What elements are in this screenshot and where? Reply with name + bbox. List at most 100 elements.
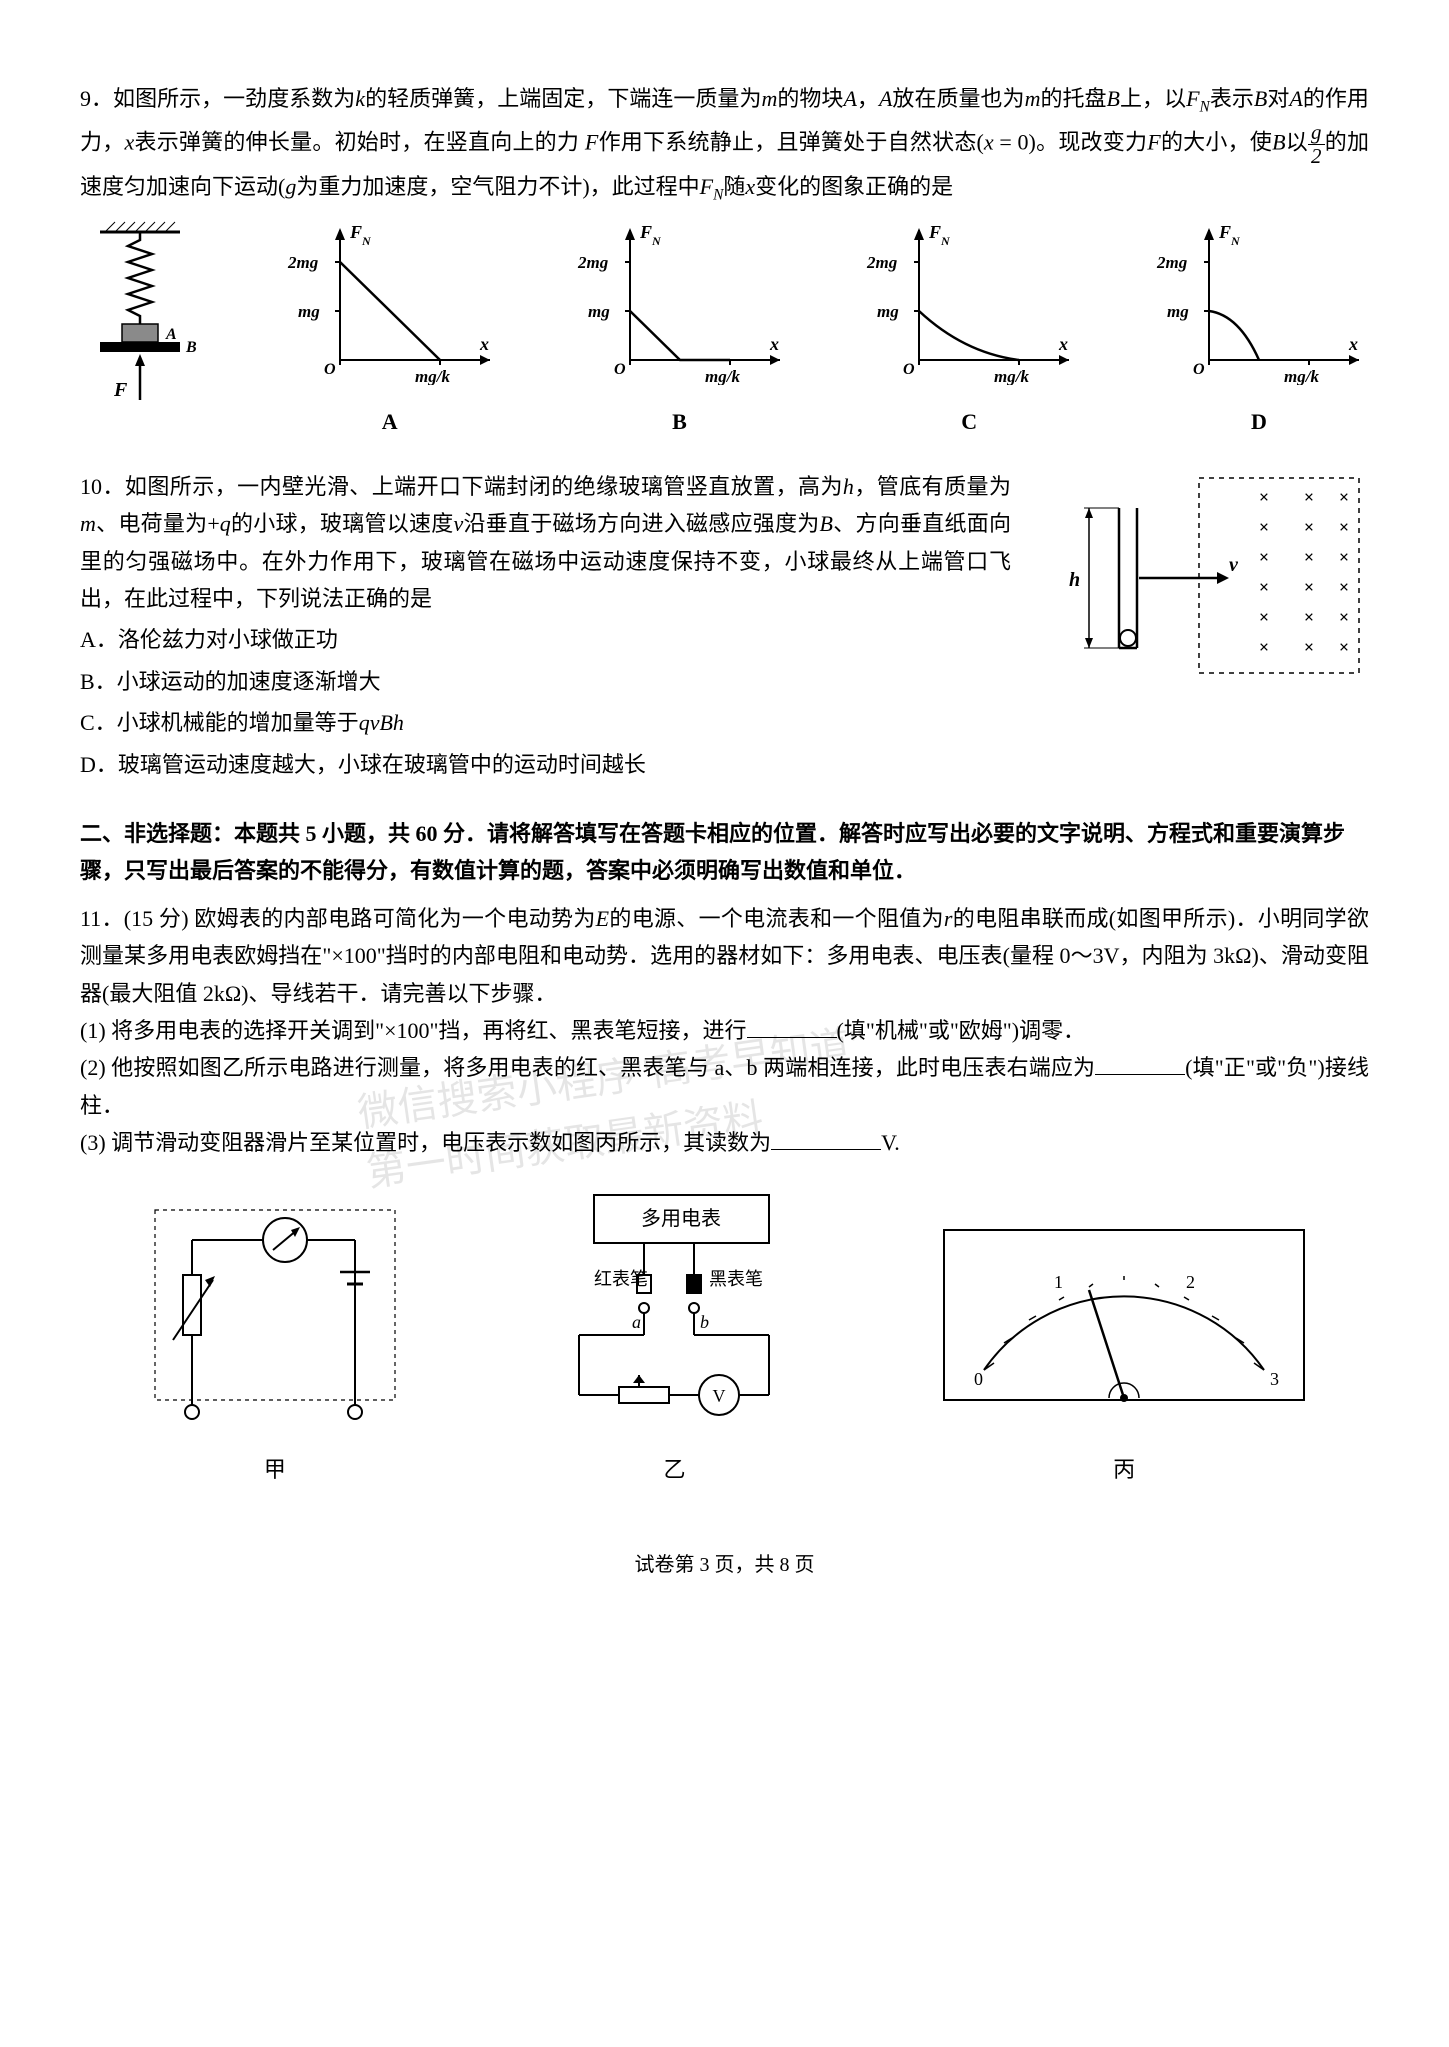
chart-icon: FN x O 2mg mg mg/k: [859, 220, 1079, 385]
svg-text:×: ×: [1339, 607, 1349, 627]
svg-text:3: 3: [1270, 1369, 1279, 1389]
option-label-d: D: [1149, 403, 1369, 440]
circuit-icon: [135, 1190, 415, 1430]
spring-icon: A B F: [80, 220, 210, 410]
svg-text:mg: mg: [588, 302, 610, 321]
svg-text:×: ×: [1304, 607, 1314, 627]
svg-text:×: ×: [1339, 547, 1349, 567]
q11-diagram-jia: 甲: [135, 1190, 415, 1489]
blank-2: [1095, 1051, 1185, 1075]
q11-step1: (1) 将多用电表的选择开关调到"×100"挡，再将红、黑表笔短接，进行(填"机…: [80, 1012, 1369, 1049]
blank-3: [771, 1126, 881, 1150]
svg-text:O: O: [1193, 361, 1205, 378]
svg-text:FN: FN: [1218, 222, 1241, 248]
svg-text:mg/k: mg/k: [1284, 367, 1319, 385]
q9-graph-c: FN x O 2mg mg mg/k C: [859, 220, 1079, 440]
svg-text:O: O: [903, 361, 915, 378]
svg-text:mg/k: mg/k: [994, 367, 1029, 385]
q10-option-b: B．小球运动的加速度逐渐增大: [80, 663, 1011, 700]
svg-text:A: A: [165, 326, 177, 343]
circuit-icon: 多用电表 红表笔 黑表笔 a b: [524, 1180, 824, 1430]
svg-text:×: ×: [1339, 637, 1349, 657]
svg-text:FN: FN: [928, 222, 951, 248]
svg-text:×: ×: [1259, 577, 1269, 597]
svg-text:V: V: [713, 1386, 726, 1406]
q11-diagram-bing: 0 1 2 3 丙: [934, 1220, 1314, 1489]
chart-icon: FN x O 2mg mg mg/k: [570, 220, 790, 385]
q11-step2: (2) 他按照如图乙所示电路进行测量，将多用电表的红、黑表笔与 a、b 两端相连…: [80, 1049, 1369, 1124]
svg-text:×: ×: [1259, 637, 1269, 657]
q11-intro: 11．(15 分) 欧姆表的内部电路可简化为一个电动势为E的电源、一个电流表和一…: [80, 900, 1369, 1012]
question-10: 10．如图所示，一内壁光滑、上端开口下端封闭的绝缘玻璃管竖直放置，高为h，管底有…: [80, 468, 1369, 787]
svg-text:mg/k: mg/k: [705, 367, 740, 385]
svg-text:黑表笔: 黑表笔: [709, 1269, 763, 1289]
svg-text:x: x: [1058, 334, 1068, 354]
chart-icon: FN x O 2mg mg mg/k: [280, 220, 500, 385]
svg-text:多用电表: 多用电表: [641, 1207, 721, 1230]
svg-text:F: F: [113, 379, 128, 401]
q9-graph-b: FN x O 2mg mg mg/k B: [570, 220, 790, 440]
label-bing: 丙: [934, 1451, 1314, 1488]
section-2-header: 二、非选择题：本题共 5 小题，共 60 分．请将解答填写在答题卡相应的位置．解…: [80, 815, 1369, 890]
svg-text:×: ×: [1339, 517, 1349, 537]
svg-text:mg/k: mg/k: [415, 367, 450, 385]
q9-diagrams: A B F FN x O 2mg mg mg/k: [80, 220, 1369, 440]
svg-text:mg: mg: [877, 302, 899, 321]
q11-number: 11．: [80, 906, 124, 931]
q11-points: (15 分): [124, 906, 189, 931]
svg-text:2mg: 2mg: [577, 253, 609, 272]
svg-text:×: ×: [1304, 547, 1314, 567]
q9-text: 9．如图所示，一劲度系数为k的轻质弹簧，上端固定，下端连一质量为m的物块A，A放…: [80, 80, 1369, 208]
svg-text:2: 2: [1186, 1272, 1195, 1292]
q9-number: 9．: [80, 86, 113, 111]
svg-text:×: ×: [1259, 547, 1269, 567]
svg-text:1: 1: [1054, 1272, 1063, 1292]
q9-graph-d: FN x O 2mg mg mg/k D: [1149, 220, 1369, 440]
svg-text:×: ×: [1339, 577, 1349, 597]
svg-text:×: ×: [1259, 517, 1269, 537]
svg-text:2mg: 2mg: [287, 253, 319, 272]
svg-text:O: O: [324, 361, 336, 378]
question-9: 9．如图所示，一劲度系数为k的轻质弹簧，上端固定，下端连一质量为m的物块A，A放…: [80, 80, 1369, 440]
svg-text:×: ×: [1259, 607, 1269, 627]
option-label-b: B: [570, 403, 790, 440]
q9-spring-diagram: A B F: [80, 220, 210, 421]
q10-option-c: C．小球机械能的增加量等于qvBh: [80, 704, 1011, 741]
meter-icon: 0 1 2 3: [934, 1220, 1314, 1430]
svg-text:x: x: [1348, 334, 1358, 354]
svg-text:×: ×: [1339, 487, 1349, 507]
svg-text:×: ×: [1304, 637, 1314, 657]
q9-graph-a: FN x O 2mg mg mg/k A: [280, 220, 500, 440]
svg-text:h: h: [1069, 569, 1080, 591]
q10-diagram: ××× ××× ××× ××× ××× ××× h: [1029, 468, 1369, 787]
svg-text:v: v: [1229, 554, 1239, 576]
svg-text:FN: FN: [349, 222, 372, 248]
svg-text:a: a: [632, 1312, 641, 1332]
svg-text:×: ×: [1304, 577, 1314, 597]
svg-text:FN: FN: [639, 222, 662, 248]
svg-text:2mg: 2mg: [1156, 253, 1188, 272]
q10-number: 10．: [80, 474, 125, 499]
label-yi: 乙: [524, 1451, 824, 1488]
q11-step3: (3) 调节滑动变阻器滑片至某位置时，电压表示数如图丙所示，其读数为V.: [80, 1124, 1369, 1161]
svg-text:0: 0: [974, 1369, 983, 1389]
svg-text:×: ×: [1304, 517, 1314, 537]
svg-text:B: B: [185, 339, 197, 356]
q10-text: 10．如图所示，一内壁光滑、上端开口下端封闭的绝缘玻璃管竖直放置，高为h，管底有…: [80, 468, 1011, 618]
svg-text:mg: mg: [298, 302, 320, 321]
svg-text:x: x: [479, 334, 489, 354]
svg-text:x: x: [769, 334, 779, 354]
q11-diagrams: 甲 多用电表 红表笔 黑表笔 a b: [80, 1180, 1369, 1489]
q11-diagram-yi: 多用电表 红表笔 黑表笔 a b: [524, 1180, 824, 1489]
option-label-c: C: [859, 403, 1079, 440]
blank-1: [747, 1014, 837, 1038]
svg-text:×: ×: [1259, 487, 1269, 507]
svg-text:mg: mg: [1167, 302, 1189, 321]
q10-options: A．洛伦兹力对小球做正功 B．小球运动的加速度逐渐增大 C．小球机械能的增加量等…: [80, 621, 1011, 783]
label-jia: 甲: [135, 1451, 415, 1488]
svg-text:红表笔: 红表笔: [594, 1269, 648, 1289]
page-footer: 试卷第 3 页，共 8 页: [80, 1548, 1369, 1582]
magnetic-field-icon: ××× ××× ××× ××× ××× ××× h: [1029, 468, 1369, 688]
option-label-a: A: [280, 403, 500, 440]
chart-icon: FN x O 2mg mg mg/k: [1149, 220, 1369, 385]
